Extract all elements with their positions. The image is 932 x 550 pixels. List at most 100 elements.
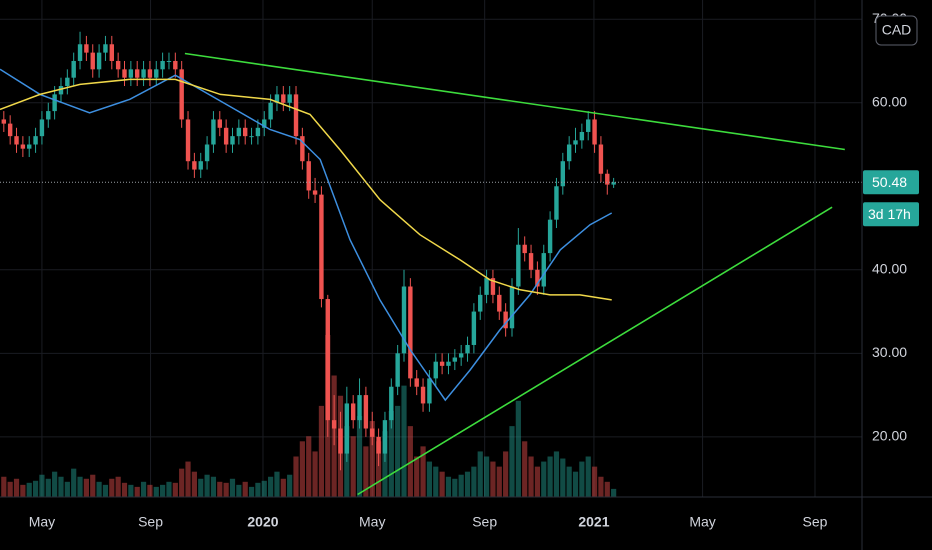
volume-bar: [268, 476, 274, 497]
candle-body: [554, 186, 559, 220]
y-tick-label: 30.00: [872, 344, 907, 360]
volume-bar: [541, 461, 547, 497]
volume-bar: [58, 476, 64, 497]
candle-body: [39, 119, 45, 137]
candle-body: [109, 44, 114, 61]
volume-bar: [547, 456, 553, 497]
candle-body: [198, 161, 203, 170]
candle-body: [325, 299, 330, 421]
volume-bar: [223, 482, 229, 497]
volume-bar: [553, 451, 560, 497]
volume-bar: [503, 451, 509, 497]
trend-line: [184, 52, 845, 151]
currency-button-box[interactable]: [875, 15, 918, 46]
candle-body: [84, 44, 89, 53]
candle-body: [471, 311, 477, 345]
volume-bar: [388, 410, 394, 497]
candle-body: [160, 60, 165, 70]
candle-body: [605, 173, 610, 185]
volume-bar: [198, 478, 204, 497]
volume-bar: [579, 461, 585, 497]
candle-body: [566, 144, 572, 162]
volume-bar: [401, 385, 407, 497]
volume-bar: [420, 446, 426, 497]
volume-bar: [172, 482, 178, 497]
volume-bar: [515, 400, 521, 497]
volume-bar: [77, 476, 83, 497]
candle-body: [204, 144, 210, 162]
candle-body: [433, 361, 438, 379]
volume-bar: [312, 451, 318, 497]
candle-body: [497, 294, 502, 312]
candle-body: [230, 136, 235, 145]
candle-body: [490, 278, 496, 295]
volume-bar: [306, 436, 312, 497]
grid: [0, 0, 862, 497]
volume-bar: [160, 484, 166, 497]
volume-bar: [293, 456, 299, 497]
last-price-box: [863, 170, 919, 195]
candle-body: [503, 311, 508, 329]
x-tick-label: 2020: [247, 514, 278, 530]
volume-bar: [287, 474, 293, 497]
candle-body: [331, 420, 337, 429]
candle-body: [179, 69, 184, 120]
countdown-box: [863, 202, 919, 227]
volume-bar: [45, 478, 51, 497]
volume-bar: [71, 468, 77, 497]
volume-bar: [191, 471, 197, 497]
candle-body: [7, 123, 13, 137]
candle-body: [592, 119, 597, 145]
volume-bar: [483, 456, 490, 497]
y-tick-label: 60.00: [872, 93, 907, 109]
candle-body: [1, 119, 7, 124]
candle-body: [465, 344, 470, 354]
volume-bar: [274, 471, 280, 497]
volume-bar: [128, 484, 134, 497]
volume-bar: [64, 481, 70, 497]
volume-bar: [96, 481, 102, 497]
candle-body: [560, 161, 566, 187]
volume-bar: [318, 405, 325, 497]
candle-body: [211, 119, 216, 145]
candle-body: [446, 361, 451, 366]
candle-body: [77, 44, 83, 61]
volume-bar: [382, 431, 388, 497]
candle-body: [458, 353, 464, 358]
volume-bar: [369, 421, 375, 497]
last-price-label: 50.48: [872, 174, 907, 190]
candle-body: [141, 69, 146, 78]
volume-bar: [572, 471, 579, 497]
candle-body: [427, 378, 432, 404]
volume-bar: [204, 474, 210, 497]
candle-body: [52, 94, 57, 112]
x-tick-label: Sep: [138, 514, 163, 530]
candle-body: [58, 86, 64, 95]
volume-bar: [20, 484, 26, 497]
volume-bar: [115, 476, 121, 497]
candle-body: [46, 111, 51, 120]
candle-body: [300, 136, 305, 162]
volume-bar: [261, 480, 267, 497]
candle-body: [344, 403, 350, 454]
candle-body: [408, 286, 413, 379]
candle-body: [192, 161, 197, 170]
candle-body: [452, 357, 458, 362]
volume-bar: [13, 478, 20, 497]
volume-bar: [534, 466, 541, 497]
countdown-label: 3d 17h: [868, 206, 911, 222]
volume-bar: [147, 484, 153, 497]
candle-body: [579, 131, 585, 141]
candle-body: [478, 294, 483, 312]
volume-bar: [477, 451, 483, 497]
currency-label[interactable]: CAD: [882, 22, 912, 38]
candle-body: [586, 119, 591, 132]
moving-average-line: [0, 78, 612, 301]
volume-bar: [299, 441, 305, 497]
currency-button[interactable]: CAD: [875, 15, 918, 46]
volume-bar: [210, 476, 217, 497]
volume-bar: [604, 481, 610, 497]
volume-bar: [242, 481, 248, 497]
volume-bar: [458, 474, 464, 497]
